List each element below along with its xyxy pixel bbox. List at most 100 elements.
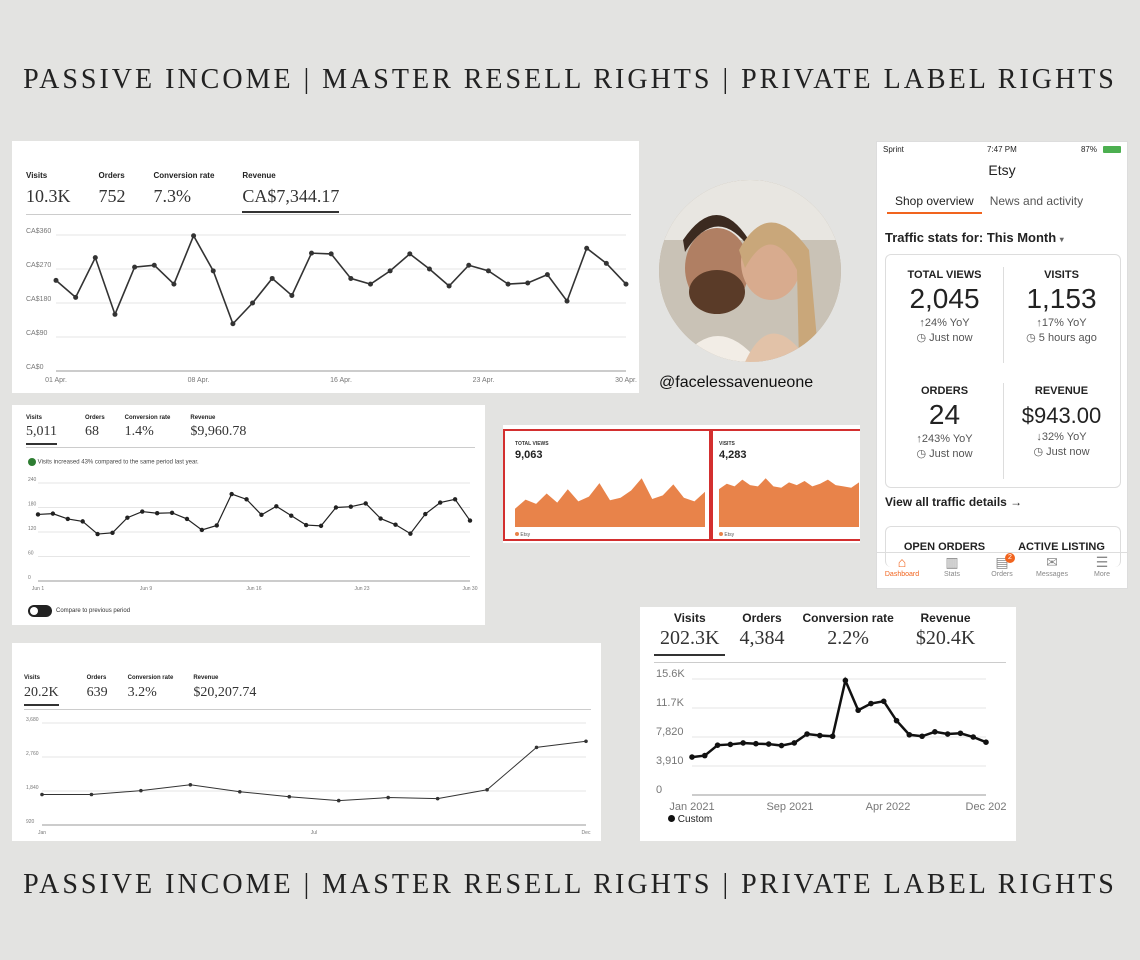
data-point bbox=[336, 798, 341, 803]
data-point bbox=[386, 795, 390, 800]
divider bbox=[24, 709, 591, 710]
nav-stats[interactable]: ▥ Stats bbox=[927, 553, 977, 588]
cell-visits[interactable]: VISITS 1,153 ↑17% YoY ◷ 5 hours ago bbox=[1026, 269, 1097, 344]
data-point bbox=[50, 511, 56, 516]
data-point bbox=[485, 787, 489, 792]
stat-conversion[interactable]: Conversion rate 1.4% bbox=[124, 415, 171, 439]
y-tick-label: CA$360 bbox=[26, 228, 51, 235]
x-tick-label: Jul bbox=[311, 830, 317, 836]
data-point bbox=[944, 731, 951, 737]
data-point bbox=[423, 511, 428, 517]
stat-revenue[interactable]: Revenue $20.4K bbox=[915, 611, 976, 649]
y-tick-label: 240 bbox=[28, 477, 37, 483]
y-tick-label: 3,910 bbox=[656, 755, 684, 767]
x-tick-label: Jan bbox=[38, 830, 46, 836]
home-icon: ⌂ bbox=[897, 554, 907, 570]
data-point bbox=[151, 262, 157, 268]
stats-row: Visits 20.2K Orders 639 Conversion rate … bbox=[24, 675, 284, 706]
data-point bbox=[452, 497, 458, 502]
data-point bbox=[309, 250, 315, 256]
area-series bbox=[515, 478, 705, 527]
series-line bbox=[55, 233, 627, 326]
data-point bbox=[534, 745, 539, 750]
custom-line-chart: 0 3,910 7,820 11.7K 15.6K Jan 2021 Sep 2021 Apr… bbox=[656, 668, 1007, 813]
y-tick-label: 920 bbox=[26, 819, 35, 825]
data-point bbox=[333, 505, 339, 510]
clock-icon: ◷ bbox=[1033, 446, 1044, 458]
y-tick-label: 120 bbox=[28, 526, 37, 532]
nav-more[interactable]: ☰ More bbox=[1077, 553, 1127, 588]
bar-chart-icon: ▥ bbox=[945, 554, 959, 570]
view-all-traffic-link[interactable]: View all traffic details → bbox=[885, 495, 1023, 509]
x-tick-label: Jun 30 bbox=[462, 586, 477, 592]
x-tick-label: 23 Apr. bbox=[473, 377, 495, 384]
data-point bbox=[40, 792, 44, 797]
chart-legend: Custom bbox=[668, 814, 712, 825]
stat-orders[interactable]: Orders 752 bbox=[98, 171, 126, 206]
app-title: Etsy bbox=[988, 162, 1016, 178]
x-tick-label: Dec 202 bbox=[966, 801, 1007, 813]
data-point bbox=[829, 733, 836, 740]
traffic-stats-card: TOTAL VIEWS 2,045 ↑24% YoY ◷ Just now VI… bbox=[885, 254, 1121, 488]
stats-row: Visits 10.3K Orders 752 Conversion rate … bbox=[26, 171, 367, 213]
stat-revenue[interactable]: Revenue $9,960.78 bbox=[190, 415, 247, 439]
tab-news-activity[interactable]: News and activity bbox=[989, 194, 1084, 208]
stat-visits[interactable]: Visits 5,011 bbox=[26, 415, 57, 445]
x-tick-label: 08 Apr. bbox=[188, 377, 210, 384]
y-tick-label: 2,760 bbox=[26, 751, 39, 757]
data-point bbox=[184, 516, 190, 522]
stat-revenue[interactable]: Revenue $20,207.74 bbox=[193, 675, 257, 700]
stat-conversion[interactable]: Conversion rate 3.2% bbox=[127, 675, 174, 700]
cell-orders[interactable]: ORDERS 24 ↑243% YoY ◷ Just now bbox=[916, 385, 973, 460]
stat-conversion[interactable]: Conversion rate 7.3% bbox=[153, 171, 215, 206]
data-point bbox=[603, 260, 609, 266]
data-point bbox=[485, 268, 491, 274]
tab-shop-overview[interactable]: Shop overview bbox=[887, 190, 982, 214]
cell-total-views[interactable]: TOTAL VIEWS 2,045 ↑24% YoY ◷ Just now bbox=[907, 269, 982, 344]
visits-card: VISITS 4,283 Etsy bbox=[711, 429, 860, 541]
x-tick-label: Sep 2021 bbox=[766, 801, 813, 813]
cell-revenue[interactable]: REVENUE $943.00 ↓32% YoY ◷ Just now bbox=[1021, 385, 1102, 458]
data-point bbox=[112, 311, 118, 317]
data-point bbox=[125, 515, 130, 520]
data-point bbox=[53, 277, 59, 283]
nav-dashboard[interactable]: ⌂ Dashboard bbox=[877, 553, 927, 588]
stat-revenue[interactable]: Revenue CA$7,344.17 bbox=[242, 171, 340, 213]
stats-row: Visits 5,011 Orders 68 Conversion rate 1… bbox=[26, 415, 274, 445]
stat-orders[interactable]: Orders 4,384 bbox=[739, 611, 785, 649]
data-point bbox=[214, 523, 219, 528]
data-point bbox=[250, 300, 256, 306]
nav-messages[interactable]: ✉ Messages bbox=[1027, 553, 1077, 588]
profile-handle[interactable]: @facelessavenueone bbox=[659, 374, 814, 391]
x-tick-label: Jun 1 bbox=[32, 586, 44, 592]
legend-dot-icon bbox=[719, 532, 723, 536]
data-point bbox=[35, 512, 41, 517]
data-point bbox=[367, 281, 373, 287]
clipboard-icon: ▤ bbox=[995, 554, 1009, 570]
data-point bbox=[466, 262, 472, 268]
y-tick-label: 180 bbox=[28, 502, 37, 508]
stat-visits[interactable]: Visits 10.3K bbox=[26, 171, 71, 206]
panel-year-stats: Visits 20.2K Orders 639 Conversion rate … bbox=[12, 643, 601, 841]
data-point bbox=[446, 283, 452, 289]
data-point bbox=[348, 275, 354, 281]
cell-open-orders[interactable]: OPEN ORDERS bbox=[903, 541, 986, 553]
data-point bbox=[584, 245, 590, 251]
stat-visits[interactable]: Visits 20.2K bbox=[24, 675, 59, 706]
traffic-period-select[interactable]: Traffic stats for: This Month ▾ bbox=[885, 230, 1064, 245]
stat-orders[interactable]: Orders 639 bbox=[86, 675, 108, 700]
stat-orders[interactable]: Orders 68 bbox=[84, 415, 105, 439]
stat-visits[interactable]: Visits 202.3K bbox=[654, 611, 726, 656]
compare-toggle[interactable]: Compare to previous period bbox=[28, 605, 130, 617]
nav-orders[interactable]: ▤ 2 Orders bbox=[977, 553, 1027, 588]
data-point bbox=[171, 281, 177, 287]
series-line bbox=[37, 493, 471, 535]
y-tick-label: CA$0 bbox=[26, 364, 44, 371]
cell-active-listings[interactable]: ACTIVE LISTING bbox=[1018, 541, 1105, 553]
data-point bbox=[259, 512, 264, 518]
data-point bbox=[623, 281, 629, 287]
stat-conversion[interactable]: Conversion rate 2.2% bbox=[802, 611, 894, 649]
toggle-switch[interactable] bbox=[28, 605, 52, 617]
profile-avatar bbox=[659, 180, 841, 362]
y-tick-label: 7,820 bbox=[656, 726, 684, 738]
